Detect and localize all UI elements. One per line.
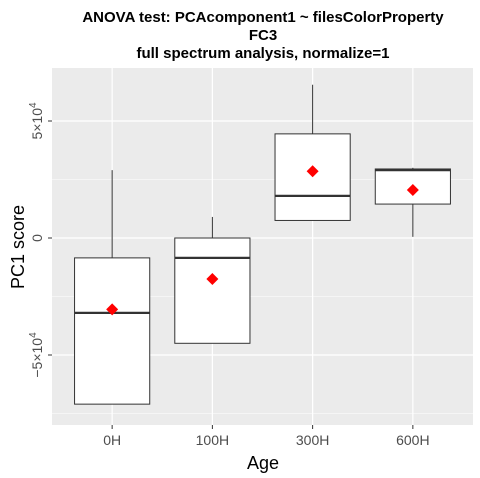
- y-axis-ticks: −5×104 0 5×104: [28, 102, 52, 378]
- mean-marker: [306, 165, 319, 178]
- boxplot-series: [74, 84, 451, 405]
- y-axis-title: PC1 score: [8, 205, 28, 289]
- x-tick-label: 100H: [196, 432, 229, 448]
- mean-marker: [206, 272, 219, 285]
- x-tick-label: 600H: [396, 432, 429, 448]
- x-axis-ticks: 0H 100H 300H 600H: [103, 425, 430, 448]
- y-tick-label: 5×104: [28, 102, 45, 140]
- box-iqr: [174, 237, 251, 344]
- chart-title-line-1: ANOVA test: PCAcomponent1 ~ filesColorPr…: [82, 9, 444, 26]
- x-tick-label: 0H: [103, 432, 121, 448]
- box-0H: [74, 170, 151, 405]
- y-tick-label: −5×104: [28, 332, 45, 378]
- box-300H: [274, 84, 351, 221]
- mean-marker: [406, 184, 419, 197]
- chart-title-line-3: full spectrum analysis, normalize=1: [136, 45, 389, 62]
- chart-title: ANOVA test: PCAcomponent1 ~ filesColorPr…: [82, 9, 444, 62]
- chart-title-line-2: FC3: [249, 27, 277, 44]
- box-iqr: [74, 257, 151, 405]
- box-100H: [174, 216, 251, 344]
- mean-marker: [106, 303, 119, 316]
- box-600H: [374, 167, 451, 237]
- x-axis-title: Age: [247, 453, 279, 473]
- y-tick-label: 0: [29, 234, 45, 242]
- x-tick-label: 300H: [296, 432, 329, 448]
